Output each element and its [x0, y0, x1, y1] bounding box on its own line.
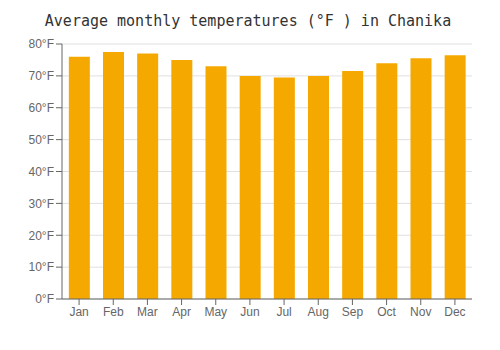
svg-text:50°F: 50°F [29, 133, 54, 147]
svg-text:Nov: Nov [410, 305, 431, 319]
svg-text:Jul: Jul [276, 305, 291, 319]
svg-text:0°F: 0°F [35, 292, 54, 306]
svg-text:Sep: Sep [342, 305, 364, 319]
svg-text:80°F: 80°F [29, 37, 54, 51]
html-text:Average monthly temperatures (: Average monthly temperatures (°F ) in Ch… [44, 12, 452, 30]
svg-text:30°F: 30°F [29, 197, 54, 211]
svg-text:Jun: Jun [240, 305, 259, 319]
svg-text:May: May [204, 305, 227, 319]
svg-text:Apr: Apr [172, 305, 191, 319]
svg-text:20°F: 20°F [29, 229, 54, 243]
svg-text:10°F: 10°F [29, 260, 54, 274]
svg-text:40°F: 40°F [29, 165, 54, 179]
svg-text:Oct: Oct [377, 305, 396, 319]
svg-text:70°F: 70°F [29, 69, 54, 83]
svg-text:Jan: Jan [69, 305, 88, 319]
svg-text:60°F: 60°F [29, 101, 54, 115]
svg-text:Dec: Dec [444, 305, 465, 319]
svg-text:Aug: Aug [308, 305, 329, 319]
svg-text:Mar: Mar [137, 305, 158, 319]
svg-text:Feb: Feb [103, 305, 124, 319]
